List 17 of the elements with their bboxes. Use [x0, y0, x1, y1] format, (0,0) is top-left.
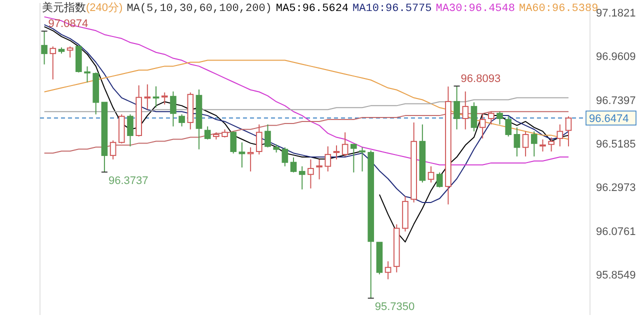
y-tick-label: 96.2973: [596, 182, 636, 194]
y-tick-label: 96.5185: [596, 138, 636, 150]
annotation: 95.7350: [374, 301, 415, 314]
annotation: 96.3737: [100, 172, 148, 188]
ref-line-label: 96.6474: [589, 113, 629, 126]
annotation: 96.8093: [460, 73, 501, 86]
annotation: 95.7350: [367, 298, 415, 314]
annotation: 96.3737: [108, 175, 148, 188]
legend-title: MA(5,10,30,60,100,200): [126, 3, 272, 15]
subtitle: (240分): [86, 2, 123, 14]
title: 美元指数: [42, 2, 86, 14]
y-tick-label: 96.9609: [596, 51, 636, 64]
y-tick-label: 96.7397: [596, 94, 636, 107]
y-tick-label: 95.8549: [596, 270, 636, 282]
annotation: 96.8093: [453, 73, 501, 87]
y-tick-label: 96.0761: [596, 226, 636, 238]
y-tick-label: 97.1821: [596, 7, 636, 20]
